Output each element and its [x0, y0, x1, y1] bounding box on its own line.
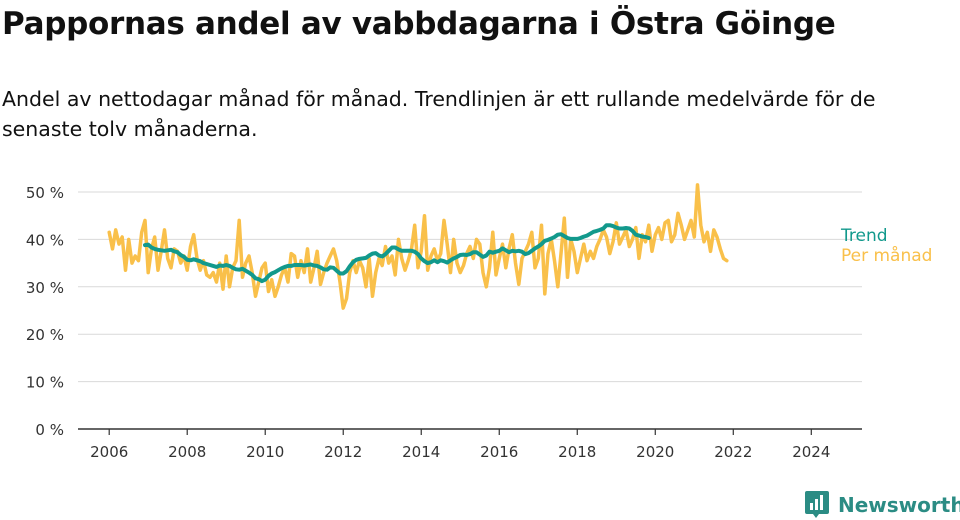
x-tick-label: 2024 — [792, 443, 830, 461]
chart-title: Pappornas andel av vabbdagarna i Östra G… — [2, 6, 836, 42]
axes: 0 % 10 % 20 % 30 % 40 % 50 % 2006 2008 2010 2012 2… — [26, 184, 862, 461]
x-tick-label: 2008 — [168, 443, 206, 461]
y-tick-label: 0 % — [35, 421, 64, 439]
newsworthy-logo-icon — [805, 491, 829, 518]
grid-lines — [78, 191, 862, 383]
x-tick-label: 2022 — [714, 443, 752, 461]
y-tick-label: 40 % — [26, 231, 64, 249]
trend-line — [143, 223, 651, 284]
line-chart: 0 % 10 % 20 % 30 % 40 % 50 % 2006 2008 2010 2012 2… — [26, 183, 932, 461]
chart-subtitle: Andel av nettodagar månad för månad. Tre… — [2, 87, 876, 141]
y-tick-label: 20 % — [26, 326, 64, 344]
x-tick-label: 2020 — [636, 443, 674, 461]
legend-per-manad: Per månad — [841, 245, 932, 266]
newsworthy-logo-text: Newsworthy — [838, 493, 960, 517]
y-tick-label: 30 % — [26, 279, 64, 297]
x-tick-label: 2010 — [246, 443, 284, 461]
per-manad-line — [107, 183, 729, 310]
newsworthy-logo: Newsworthy — [804, 490, 960, 520]
y-tick-label: 10 % — [26, 374, 64, 392]
legend-trend: Trend — [840, 226, 888, 246]
series-lines — [107, 183, 729, 310]
x-tick-label: 2012 — [324, 443, 362, 461]
x-tick-label: 2018 — [558, 443, 596, 461]
x-tick-label: 2016 — [480, 443, 518, 461]
x-tick-label: 2006 — [90, 443, 128, 461]
y-tick-label: 50 % — [26, 184, 64, 202]
x-tick-label: 2014 — [402, 443, 440, 461]
